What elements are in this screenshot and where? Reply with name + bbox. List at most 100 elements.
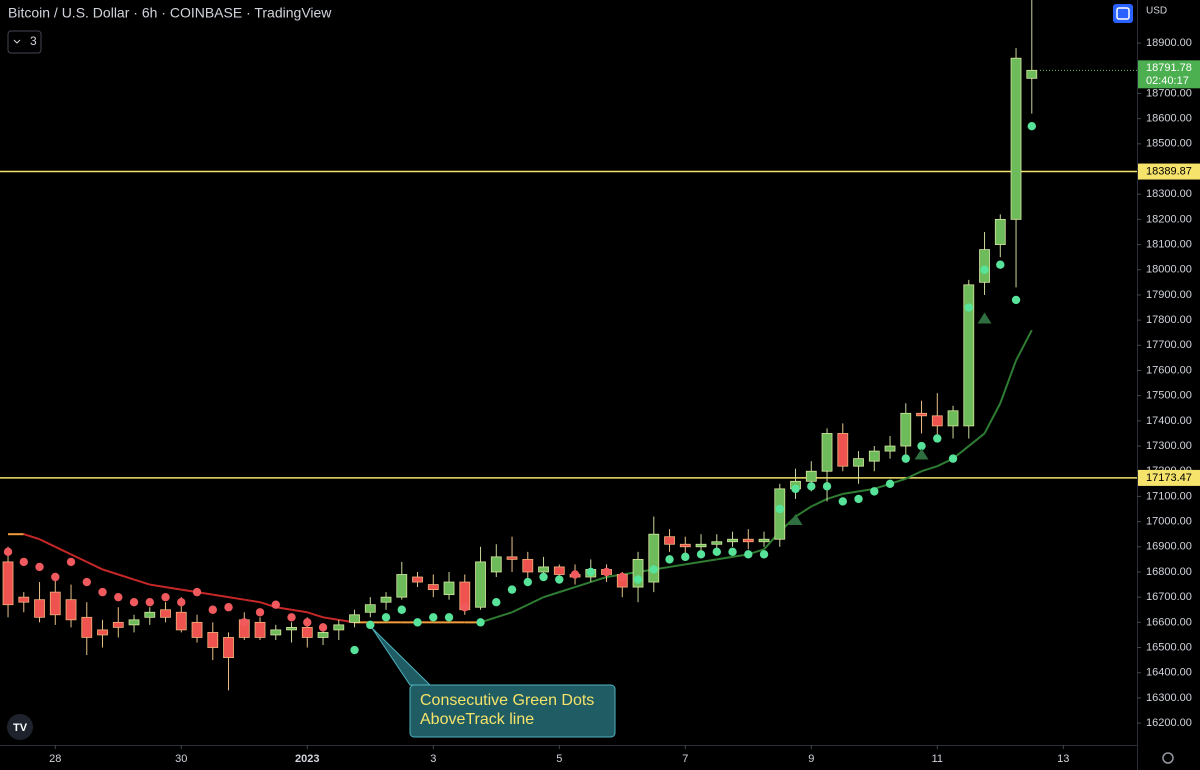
trail-dot bbox=[161, 592, 170, 602]
trail-dot bbox=[255, 608, 265, 617]
candle-body bbox=[758, 538, 770, 543]
y-tick-label: 16500.00 bbox=[1146, 641, 1192, 653]
candle-body bbox=[317, 632, 329, 638]
y-tick-label: 16900.00 bbox=[1146, 541, 1192, 553]
trail-dot bbox=[807, 482, 816, 491]
candle-body bbox=[1026, 69, 1038, 79]
scale-button[interactable] bbox=[1113, 4, 1133, 23]
track-segment bbox=[968, 432, 986, 447]
chart-title: Bitcoin / U.S. Dollar · 6h · COINBASE · … bbox=[8, 5, 332, 21]
trail-dot bbox=[728, 547, 737, 557]
x-tick-label: 5 bbox=[556, 753, 562, 765]
trail-dot bbox=[177, 597, 186, 607]
x-tick-label: 7 bbox=[682, 753, 688, 765]
indicator-toggle[interactable] bbox=[7, 30, 42, 54]
candle-body bbox=[821, 433, 833, 472]
candle-body bbox=[711, 541, 723, 545]
y-tick-label: 18100.00 bbox=[1146, 238, 1192, 250]
trail-dot bbox=[649, 565, 658, 574]
trail-dot bbox=[287, 613, 296, 622]
settings-icon[interactable] bbox=[1162, 752, 1174, 764]
candle-body bbox=[632, 558, 644, 588]
track-segment bbox=[810, 498, 828, 508]
track-segment bbox=[999, 360, 1017, 404]
candle-body bbox=[2, 561, 14, 606]
track-segment bbox=[905, 470, 922, 480]
track-segment bbox=[826, 492, 844, 500]
candle-body bbox=[427, 584, 439, 591]
y-tick-label: 16700.00 bbox=[1146, 591, 1192, 603]
candle-body bbox=[774, 488, 786, 540]
y-tick-label: 17900.00 bbox=[1146, 289, 1192, 301]
trail-dot bbox=[476, 618, 485, 627]
trail-dot bbox=[917, 441, 926, 451]
trail-dot bbox=[492, 597, 501, 607]
candle-body bbox=[538, 566, 549, 573]
candle-body bbox=[65, 599, 77, 621]
trail-dot bbox=[712, 547, 721, 557]
candle-body bbox=[963, 284, 975, 427]
chevron-icon bbox=[13, 39, 21, 44]
candle-body bbox=[349, 614, 360, 623]
candle-body bbox=[805, 470, 817, 482]
trail-dot bbox=[696, 550, 706, 559]
trail-dot bbox=[759, 550, 769, 559]
track-segment bbox=[558, 586, 576, 594]
candle-body bbox=[191, 621, 203, 638]
candle-body bbox=[443, 581, 455, 596]
indicator-count: 3 bbox=[30, 34, 37, 48]
trail-dot bbox=[129, 597, 139, 607]
candle-body bbox=[396, 574, 408, 598]
candle-body bbox=[81, 616, 93, 638]
trail-dot bbox=[602, 567, 611, 577]
trail-dot bbox=[444, 613, 454, 622]
track-segment bbox=[102, 568, 119, 576]
y-tick-label: 18600.00 bbox=[1146, 113, 1192, 125]
candle-body bbox=[175, 611, 187, 631]
scale-icon bbox=[1116, 7, 1130, 20]
trail-dot bbox=[3, 547, 13, 557]
track-segment bbox=[983, 402, 1002, 434]
candle-body bbox=[97, 629, 108, 636]
candle-body bbox=[900, 412, 912, 447]
trail-dot bbox=[586, 567, 595, 577]
candle-body bbox=[664, 536, 675, 545]
trail-dot bbox=[35, 562, 44, 572]
trail-dot bbox=[271, 600, 280, 609]
track-segment bbox=[133, 578, 151, 586]
trail-dot bbox=[224, 603, 233, 612]
track-segment bbox=[70, 553, 88, 563]
y-tick-label: 16400.00 bbox=[1146, 667, 1192, 679]
candle-body bbox=[695, 543, 707, 548]
candle-body bbox=[128, 619, 140, 626]
trail-dot bbox=[51, 572, 60, 582]
trail-dot bbox=[523, 577, 532, 587]
trail-dot bbox=[665, 555, 674, 564]
trail-dot bbox=[350, 645, 359, 655]
candle-body bbox=[994, 218, 1006, 245]
candle-body bbox=[648, 533, 660, 583]
level-label: 18389.87 bbox=[1146, 165, 1192, 177]
y-tick-label: 18700.00 bbox=[1146, 87, 1192, 99]
candle-body bbox=[884, 445, 896, 452]
trail-dot bbox=[775, 504, 784, 514]
track-segment bbox=[495, 611, 513, 619]
trail-dot bbox=[114, 592, 123, 602]
trail-dot bbox=[980, 265, 989, 274]
x-tick-label: 2023 bbox=[295, 753, 319, 765]
candle-body bbox=[286, 626, 297, 631]
track-segment bbox=[685, 560, 702, 566]
candle-body bbox=[947, 410, 959, 427]
candle-body bbox=[931, 415, 943, 427]
trail-dot bbox=[381, 613, 391, 622]
track-segment bbox=[527, 596, 544, 606]
candle-body bbox=[742, 538, 754, 543]
svg-text:TV: TV bbox=[13, 722, 28, 734]
trail-dot bbox=[791, 484, 800, 494]
x-tick-label: 9 bbox=[808, 753, 814, 765]
y-tick-label: 18500.00 bbox=[1146, 138, 1192, 150]
track-segment bbox=[306, 611, 324, 619]
track-segment bbox=[590, 576, 607, 583]
trail-dot bbox=[429, 613, 438, 622]
